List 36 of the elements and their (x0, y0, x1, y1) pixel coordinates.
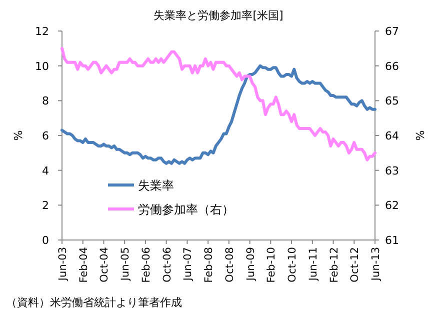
y-tick-label: 8 (42, 94, 49, 108)
y-tick-label: 0 (42, 234, 49, 247)
y-tick-label: 2 (42, 199, 49, 212)
y2-tick-label: 65 (385, 94, 399, 108)
x-tick-label: Oct-08 (224, 247, 236, 282)
x-tick-label: Oct-04 (98, 246, 111, 282)
x-tick-label: Feb-12 (328, 247, 340, 283)
y-tick-label: 4 (42, 164, 49, 178)
y-tick-label: 6 (42, 130, 49, 142)
x-tick-label: Jun-03 (57, 247, 69, 282)
x-tick-label: Jun-07 (182, 247, 194, 282)
x-tick-label: Feb-10 (266, 247, 278, 283)
y2-tick-label: 67 (385, 25, 399, 38)
y2-tick-label: 61 (385, 234, 399, 247)
y-tick-label: 10 (35, 60, 49, 73)
y-axis-title: % (12, 130, 25, 141)
x-tick-label: Jun-11 (307, 247, 320, 282)
y2-tick-label: 66 (385, 60, 399, 73)
chart-title: 失業率と労働参加率[米国] (154, 9, 284, 22)
x-tick-label: Feb-04 (78, 246, 90, 283)
x-tick-label: Jun-09 (244, 247, 257, 282)
legend-label: 労働参加率（右） (138, 202, 234, 216)
x-tick-label: Feb-08 (203, 247, 216, 283)
x-tick-label: Oct-06 (161, 246, 174, 282)
y2-tick-label: 62 (385, 199, 399, 212)
y2-axis-title: % (413, 130, 426, 141)
y2-tick-label: 63 (385, 164, 399, 178)
legend-label: 失業率 (138, 178, 174, 192)
y2-tick-label: 64 (385, 130, 399, 142)
x-tick-label: Feb-06 (140, 246, 152, 283)
y-tick-label: 12 (35, 25, 49, 38)
text: （資料）米労働省統計より筆者作成 (6, 296, 182, 309)
x-tick-label: Oct-10 (286, 247, 299, 282)
x-tick-label: Oct-12 (349, 247, 362, 282)
x-tick-label: Jun-13 (370, 247, 382, 282)
x-tick-label: Jun-05 (120, 247, 132, 282)
